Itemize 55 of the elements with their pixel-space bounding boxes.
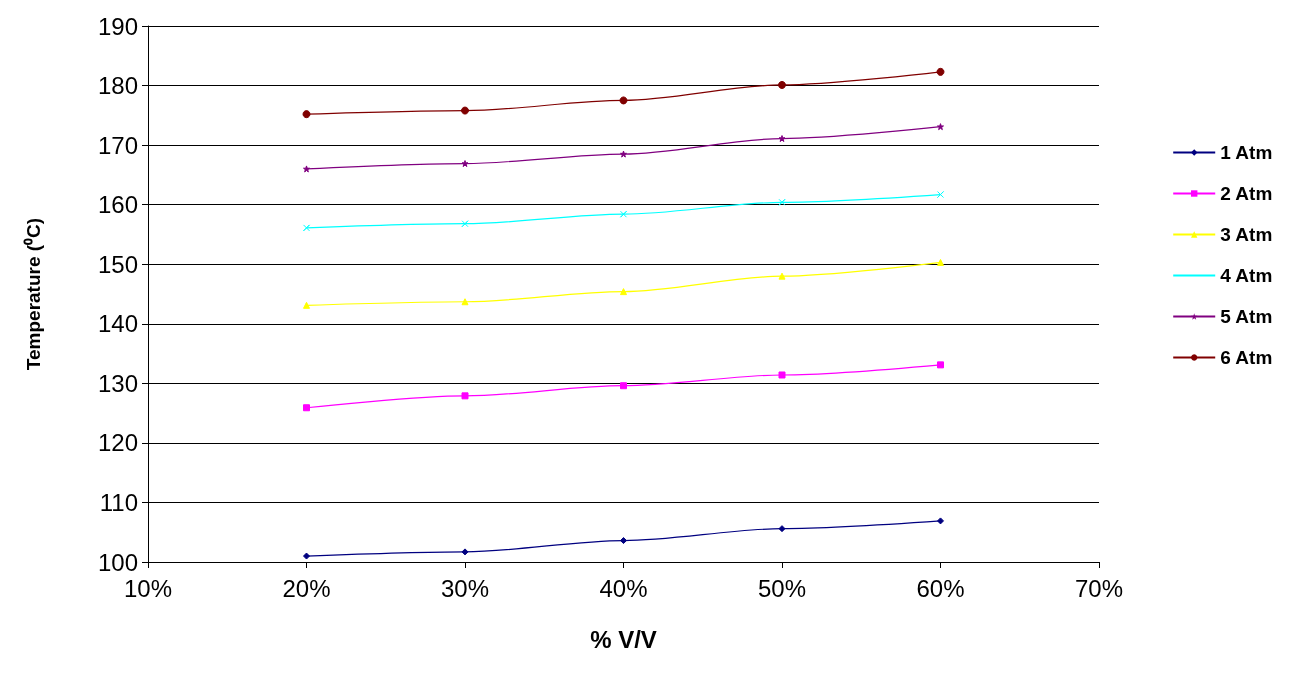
point (778, 272, 786, 280)
point (303, 404, 310, 412)
y-tick-label: 180 (97, 72, 138, 100)
x-tick-label: 60% (916, 574, 965, 602)
point (937, 191, 944, 199)
point (461, 106, 469, 115)
x-axis-title: % V/V (590, 625, 657, 653)
y-tick-label: 190 (97, 12, 138, 40)
point (937, 258, 944, 266)
point (620, 382, 627, 390)
point (461, 220, 469, 228)
point (620, 150, 627, 158)
y-tick-label: 130 (97, 369, 138, 397)
point (936, 67, 945, 76)
point (937, 361, 944, 369)
legend-label: 2 Atm (1220, 183, 1273, 204)
point (937, 517, 944, 525)
point (461, 160, 469, 168)
x-tick-label: 10% (123, 574, 173, 602)
point (620, 210, 627, 218)
x-tick-label: 50% (757, 574, 807, 602)
x-tick-label: 20% (282, 574, 331, 602)
y-tick-label: 110 (99, 488, 138, 516)
point (778, 198, 786, 206)
point (778, 135, 786, 143)
point (778, 525, 786, 533)
point (619, 96, 628, 105)
point (303, 301, 310, 309)
y-tick-label: 140 (97, 310, 138, 338)
point (778, 371, 786, 379)
legend-label: 6 Atm (1220, 347, 1273, 368)
point (303, 224, 310, 232)
point (461, 298, 469, 306)
point (620, 537, 627, 545)
point (303, 552, 310, 560)
point (302, 110, 311, 119)
point (461, 392, 469, 400)
point (461, 548, 469, 556)
y-tick-label: 120 (97, 429, 138, 457)
legend-label: 5 Atm (1220, 306, 1273, 327)
y-tick-label: 160 (97, 191, 138, 219)
x-tick-label: 70% (1074, 574, 1124, 602)
x-tick-label: 30% (440, 574, 490, 602)
point (620, 288, 627, 296)
legend-label: 4 Atm (1220, 265, 1273, 286)
point (937, 123, 944, 131)
y-axis-title: Temperature (⁰C) (23, 217, 44, 371)
point (778, 80, 786, 89)
y-tick-label: 170 (97, 131, 138, 159)
legend-label: 1 Atm (1220, 142, 1273, 163)
y-tick-label: 150 (97, 250, 138, 278)
y-tick-label: 100 (97, 548, 138, 576)
x-tick-label: 40% (599, 574, 648, 602)
point (303, 165, 310, 173)
legend-label: 3 Atm (1220, 224, 1273, 245)
